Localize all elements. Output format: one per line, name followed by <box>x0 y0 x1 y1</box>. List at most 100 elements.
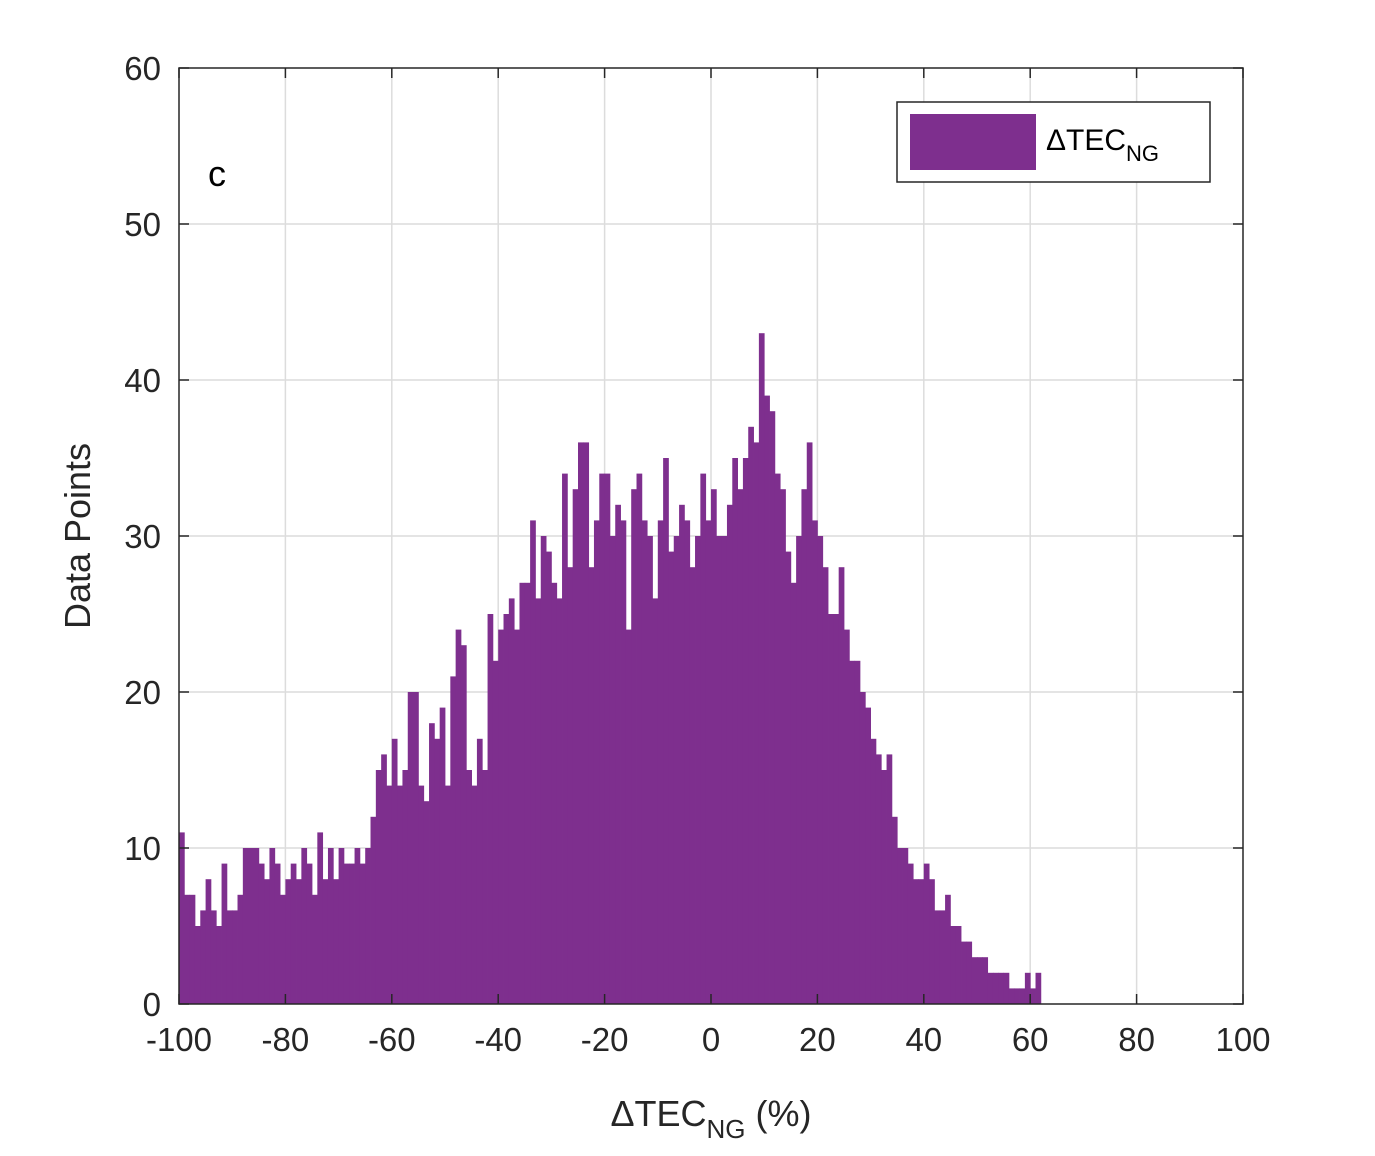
histogram-bar <box>620 520 627 1004</box>
histogram-bar <box>503 614 510 1004</box>
histogram-bar <box>945 894 951 1004</box>
histogram-bar <box>306 863 313 1004</box>
histogram-bar <box>785 551 792 1004</box>
histogram-bar <box>732 458 738 1004</box>
histogram-bar <box>934 910 941 1004</box>
histogram-bar <box>572 489 579 1004</box>
histogram-bar <box>285 879 292 1004</box>
histogram-bar <box>668 551 675 1004</box>
histogram-bar <box>264 879 270 1004</box>
x-tick-labels: -100 -80 -60 -40 -20 0 20 40 60 80 100 <box>146 1021 1271 1058</box>
histogram-bar <box>673 536 680 1004</box>
histogram-bar <box>567 567 574 1004</box>
histogram-bar <box>492 660 499 1004</box>
histogram-bar <box>966 941 973 1004</box>
y-tick-label: 10 <box>124 830 161 867</box>
histogram-bar <box>854 660 861 1004</box>
histogram-bar <box>248 848 254 1004</box>
histogram-bar <box>205 879 212 1004</box>
histogram-bar <box>418 785 425 1004</box>
histogram-bar <box>578 442 584 1004</box>
histogram-bar <box>402 770 409 1004</box>
histogram-bar <box>774 473 781 1005</box>
y-tick-labels: 0 10 20 30 40 50 60 <box>124 50 161 1023</box>
histogram-bar <box>1014 988 1020 1004</box>
histogram-bar <box>423 801 430 1004</box>
histogram-bar <box>530 520 536 1004</box>
histogram-bar <box>758 333 765 1004</box>
histogram-bar <box>721 536 728 1004</box>
histogram-bar <box>540 536 547 1004</box>
histogram-bar <box>604 473 611 1005</box>
histogram-bar <box>923 863 930 1004</box>
histogram-bar <box>242 848 249 1004</box>
legend-swatch <box>910 114 1036 170</box>
histogram-bar <box>381 754 387 1004</box>
histogram-bar <box>498 629 504 1004</box>
histogram-bar <box>615 504 621 1004</box>
x-axis-label-suffix: (%) <box>746 1093 812 1134</box>
y-tick-label: 40 <box>124 362 161 399</box>
histogram-bar <box>647 536 653 1004</box>
histogram-bar <box>593 520 600 1004</box>
histogram-bar <box>221 863 228 1004</box>
histogram-bar <box>679 504 685 1004</box>
histogram-bar <box>583 442 590 1004</box>
histogram-bar <box>599 473 605 1005</box>
histogram-bar <box>939 910 946 1004</box>
legend: ΔTECNG <box>896 101 1211 183</box>
histogram-bar <box>365 848 371 1004</box>
histogram-bar <box>801 489 808 1004</box>
histogram-bar <box>460 645 467 1004</box>
histogram-bar <box>726 504 733 1004</box>
histogram-bar <box>870 738 877 1004</box>
histogram-bar <box>189 894 196 1004</box>
x-axis-label-main: ΔTEC <box>610 1093 706 1134</box>
histogram-bar <box>609 536 616 1004</box>
histogram-bar <box>370 816 377 1004</box>
histogram-bar <box>844 629 850 1004</box>
histogram-bar <box>907 863 914 1004</box>
histogram-bar <box>546 551 552 1004</box>
histogram-bar <box>514 629 520 1004</box>
histogram-bar <box>913 879 919 1004</box>
histogram-bar <box>535 598 542 1004</box>
histogram-bar <box>226 910 233 1004</box>
histogram-bar <box>875 754 882 1004</box>
histogram-bar <box>929 879 935 1004</box>
x-tick-label: 20 <box>799 1021 836 1058</box>
histogram-bar <box>232 910 238 1004</box>
histogram-bar <box>184 894 191 1004</box>
histogram-bar <box>445 785 451 1004</box>
histogram-bar <box>689 567 696 1004</box>
histogram-bar <box>338 848 345 1004</box>
x-tick-label: 40 <box>905 1021 942 1058</box>
histogram-bar <box>886 754 893 1004</box>
histogram-bar <box>748 426 754 1004</box>
x-tick-label: 0 <box>702 1021 720 1058</box>
histogram-bar <box>833 614 840 1004</box>
histogram-bar <box>918 879 925 1004</box>
histogram-bar <box>1003 972 1010 1004</box>
histogram-bar <box>971 957 978 1004</box>
x-tick-label: -20 <box>581 1021 629 1058</box>
histogram-bar <box>434 738 441 1004</box>
histogram-bar <box>796 536 802 1004</box>
histogram-bar <box>179 832 185 1004</box>
histogram-bar <box>812 520 818 1004</box>
histogram-bar <box>705 520 712 1004</box>
histogram-bar <box>375 770 382 1004</box>
histogram-bar <box>482 770 488 1004</box>
histogram-bar <box>684 520 691 1004</box>
histogram-bar <box>1024 972 1031 1004</box>
y-axis-label: Data Points <box>57 443 98 629</box>
histogram-bar <box>790 582 797 1004</box>
histogram-bar <box>349 863 355 1004</box>
histogram-bar <box>551 582 558 1004</box>
histogram-bar <box>828 614 834 1004</box>
x-axis-label-sub: NG <box>707 1114 746 1144</box>
histogram-bar <box>333 879 339 1004</box>
histogram-bar <box>817 536 824 1004</box>
histogram-bar <box>429 723 435 1004</box>
